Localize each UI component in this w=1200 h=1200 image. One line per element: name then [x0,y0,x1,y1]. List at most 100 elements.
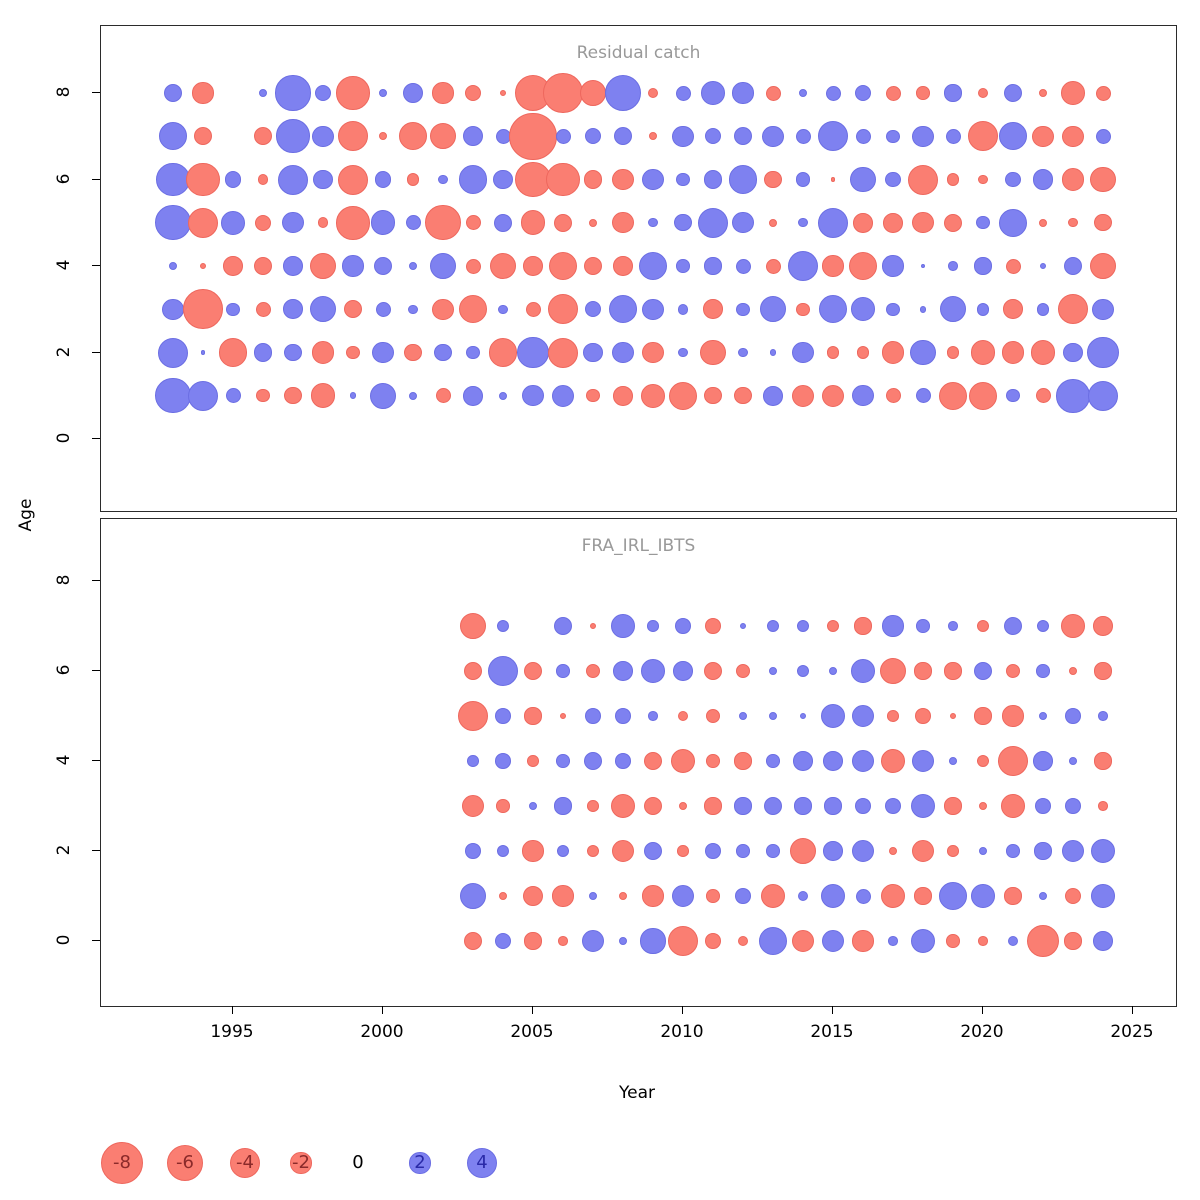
bubble [971,884,995,908]
bubble [155,378,191,414]
bubble [253,343,273,362]
bubble [828,666,838,676]
bubble [586,389,600,403]
panel-fra-irl-ibts: FRA_IRL_IBTS [100,518,1177,1007]
bubble [677,710,689,722]
bubble [404,343,422,362]
bubble [559,712,567,720]
bubble [158,337,188,368]
y-tick-label: 6 [54,664,74,676]
bubble [946,346,960,359]
bubble [434,343,452,362]
x-tick-label: 2010 [660,1022,704,1042]
bubble [162,298,184,320]
bubble [459,882,487,910]
bubble [310,296,336,323]
bubble [613,256,633,276]
panel-title-fra-irl-ibts: FRA_IRL_IBTS [581,536,696,556]
bubble [641,383,665,408]
bubble [1063,256,1083,276]
bubble [370,382,396,409]
bubble [509,112,557,160]
bubble [498,891,508,901]
bubble [915,388,931,404]
bubble [670,748,696,774]
bubble [824,797,842,815]
bubble [618,936,628,946]
bubble [763,796,783,816]
bubble [705,933,721,949]
bubble [978,846,988,856]
bubble [1005,258,1021,274]
y-tick-label: 2 [54,346,74,357]
bubble [733,127,753,146]
bubble [408,304,418,314]
bubble [1068,756,1078,766]
bubble [221,210,245,235]
bubble [887,710,899,722]
bubble [463,931,483,951]
bubble [186,162,220,197]
legend-bubble [290,1152,312,1174]
bubble [515,161,551,198]
x-tick-mark [832,1006,833,1014]
x-tick-mark [682,1006,683,1014]
bubble [794,797,812,815]
bubble [1030,340,1056,365]
bubble [882,255,904,277]
bubble [1061,168,1085,191]
bubble [495,753,511,769]
legend-value-label: -8 [113,1152,131,1173]
bubble [822,255,844,277]
bubble [734,387,752,405]
bubble [765,258,781,274]
bubble [1092,298,1114,320]
bubble [766,754,780,768]
bubble [911,749,935,773]
bubble [769,349,777,356]
bubble [642,168,664,191]
bubble [796,619,810,633]
bubble [974,257,992,275]
bubble [1026,924,1060,958]
bubble [704,387,722,405]
x-tick-label: 2015 [810,1022,854,1042]
bubble [546,162,580,197]
legend-value-label: 2 [414,1152,426,1173]
bubble [796,664,810,678]
y-tick-mark [92,438,100,439]
bubble [461,794,485,818]
x-tick-mark [1132,1006,1133,1014]
bubble [976,216,990,230]
legend-bubble [166,1144,204,1182]
bubble [851,839,875,863]
bubble [223,256,243,276]
bubble [818,121,848,152]
bubble [938,881,968,911]
bubble [640,928,666,954]
bubble [462,126,484,147]
bubble [1004,887,1022,905]
bubble [668,381,698,410]
bubble [911,839,935,863]
bubble [584,128,602,145]
bubble [760,883,786,909]
bubble [914,662,932,680]
bubble [1038,891,1048,901]
bubble [850,166,876,193]
bubble [978,801,988,811]
bubble [795,128,811,144]
bubble [851,659,875,683]
bubble [1005,663,1021,679]
bubble [465,258,481,274]
bubble [825,85,841,101]
bubble [886,129,900,143]
bubble [282,212,304,234]
y-tick-mark [92,178,100,180]
bubble [373,256,393,276]
bubble [192,82,214,104]
bubble [604,74,642,112]
bubble [278,164,308,195]
x-tick-mark [982,1006,983,1014]
bubble [528,801,538,811]
